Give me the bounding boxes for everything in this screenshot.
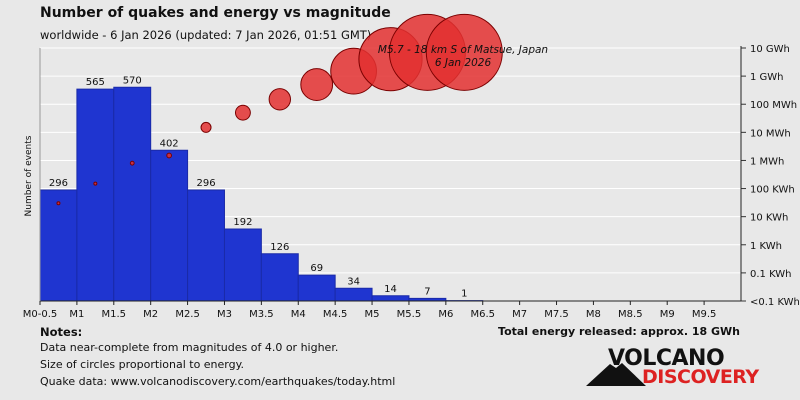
x-tick-label: M3.5	[249, 309, 274, 320]
energy-bubble	[425, 13, 503, 91]
x-tick-label: M2.5	[175, 309, 200, 320]
bar	[223, 228, 262, 302]
x-tick-label: M1.5	[102, 309, 127, 320]
bar-value-label: 126	[270, 242, 289, 253]
x-tick-label: M5.5	[397, 309, 422, 320]
energy-tick-label: 1 KWh	[750, 241, 782, 252]
mountain-icon	[586, 363, 646, 386]
bar	[113, 86, 152, 302]
bar-value-label: 192	[233, 217, 252, 228]
energy-tick-label: 1 GWh	[750, 72, 784, 83]
annotation-line-1: M5.7 - 18 km S of Matsue, Japan	[378, 44, 548, 56]
energy-bubble	[200, 121, 212, 133]
logo-text-bottom: DISCOVERY	[642, 366, 759, 388]
bar-value-label: 14	[384, 284, 397, 295]
chart-subtitle: worldwide - 6 Jan 2026 (updated: 7 Jan 2…	[40, 28, 372, 42]
bar	[150, 149, 189, 302]
bar-value-label: 296	[196, 178, 215, 189]
bar	[187, 189, 225, 302]
note-line-1: Data near-complete from magnitudes of 4.…	[40, 341, 339, 354]
bar	[39, 189, 78, 302]
energy-tick-label: 10 KWh	[750, 213, 788, 224]
x-tick-label: M3	[217, 309, 232, 320]
x-tick-label: M1	[69, 309, 84, 320]
bar	[334, 287, 373, 302]
energy-tick-label: 10 MWh	[750, 128, 791, 139]
energy-tick-label: 1 MWh	[750, 156, 784, 167]
bar-value-label: 565	[86, 77, 105, 88]
x-tick-label: M2	[143, 309, 158, 320]
bar-value-label: 402	[160, 138, 179, 149]
x-tick-label: M7.5	[544, 309, 569, 320]
energy-tick-label: 0.1 KWh	[750, 269, 792, 280]
volcano-discovery-logo[interactable]: VOLCANO DISCOVERY	[586, 346, 766, 390]
x-tick-label: M6.5	[470, 309, 495, 320]
notes-heading: Notes:	[40, 325, 83, 339]
bar-value-label: 296	[49, 178, 68, 189]
energy-tick-label: <0.1 KWh	[750, 297, 800, 308]
energy-bubble	[56, 201, 61, 206]
energy-bubble	[166, 152, 172, 159]
energy-tick-label: 100 KWh	[750, 185, 795, 196]
bar-value-label: 69	[310, 263, 323, 274]
energy-bubble	[300, 68, 334, 101]
energy-tick-label: 100 MWh	[750, 100, 797, 111]
total-energy: Total energy released: approx. 18 GWh	[498, 325, 740, 338]
x-tick-label: M8	[586, 309, 601, 320]
bar	[371, 295, 410, 302]
x-tick-label: M4.5	[323, 309, 348, 320]
x-tick-label: M4	[291, 309, 306, 320]
y-axis-label: Number of events	[24, 135, 34, 216]
note-line-2: Size of circles proportional to energy.	[40, 358, 245, 371]
annotation-line-2: 6 Jan 2026	[435, 57, 492, 69]
bar-value-label: 7	[424, 286, 430, 297]
logo-text-top: VOLCANO	[608, 346, 725, 371]
bar-value-label: 570	[123, 75, 142, 86]
energy-bubble	[268, 88, 292, 111]
note-line-3: Quake data: www.volcanodiscovery.com/ear…	[40, 375, 396, 388]
bar	[76, 88, 115, 302]
energy-bubble	[93, 181, 98, 186]
x-tick-label: M9	[660, 309, 675, 320]
x-tick-label: M6	[438, 309, 453, 320]
bar	[297, 274, 336, 302]
chart-title: Number of quakes and energy vs magnitude	[40, 5, 391, 21]
energy-bubble	[129, 160, 135, 166]
bar-value-label: 1	[461, 289, 467, 300]
x-tick-label: M0-0.5	[23, 309, 58, 320]
x-tick-label: M7	[512, 309, 527, 320]
energy-tick-label: 10 GWh	[750, 44, 790, 55]
bar	[260, 253, 299, 302]
energy-bubble	[234, 104, 251, 121]
x-tick-label: M8.5	[618, 309, 643, 320]
x-tick-label: M5	[365, 309, 380, 320]
x-tick-label: M9.5	[692, 309, 717, 320]
bar-value-label: 34	[347, 276, 360, 287]
